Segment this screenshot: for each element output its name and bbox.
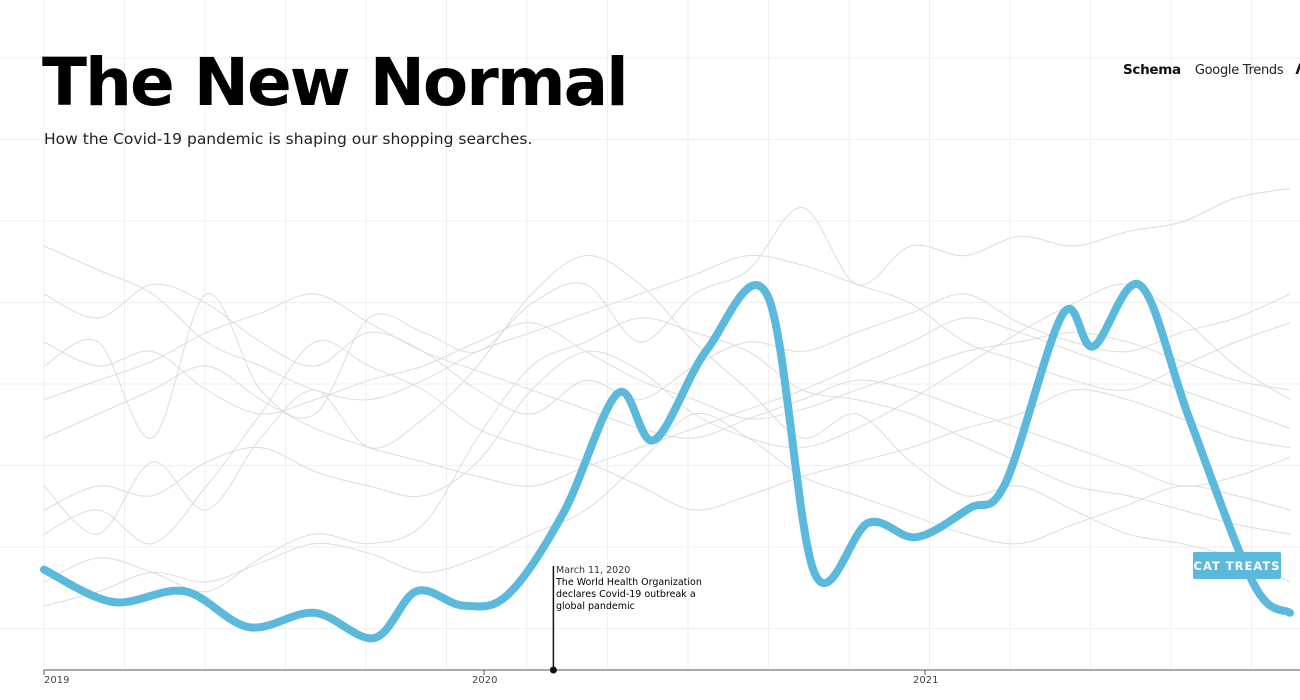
series-label-cat-treats[interactable]: CAT TREATS [1193, 552, 1281, 579]
context-series-line [43, 283, 1291, 511]
context-series-line [43, 339, 1291, 545]
context-series-line [43, 317, 1291, 487]
context-series-line [43, 317, 1291, 593]
x-tick-label-2020: 2020 [472, 675, 498, 686]
annotation-date: March 11, 2020 [556, 565, 631, 576]
google-trends-logo[interactable]: Google Trends [1194, 63, 1284, 78]
context-series-line [43, 245, 1291, 401]
annotation-text: The World Health Organization declares C… [556, 577, 702, 613]
x-tick-label-2019: 2019 [44, 675, 70, 686]
pandemic-annotation: March 11, 2020 The World Health Organiza… [556, 565, 716, 613]
page-subtitle: How the Covid-19 pandemic is shaping our… [44, 130, 533, 148]
brand-bar: Schema Google Trends Λ [1123, 62, 1300, 78]
brand-mark-icon[interactable]: Λ [1295, 62, 1300, 78]
context-series-line [43, 187, 1291, 439]
context-series-line [43, 412, 1291, 607]
context-series-line [43, 255, 1291, 583]
cat-treats-line [40, 279, 1294, 643]
context-series-line [43, 322, 1291, 420]
x-tick-label-2021: 2021 [913, 675, 939, 686]
context-series-line [43, 283, 1291, 415]
annotation-dot [549, 666, 557, 674]
page-title: The New Normal [42, 44, 629, 121]
context-series-line [43, 293, 1291, 487]
schema-logo[interactable]: Schema [1123, 62, 1181, 78]
